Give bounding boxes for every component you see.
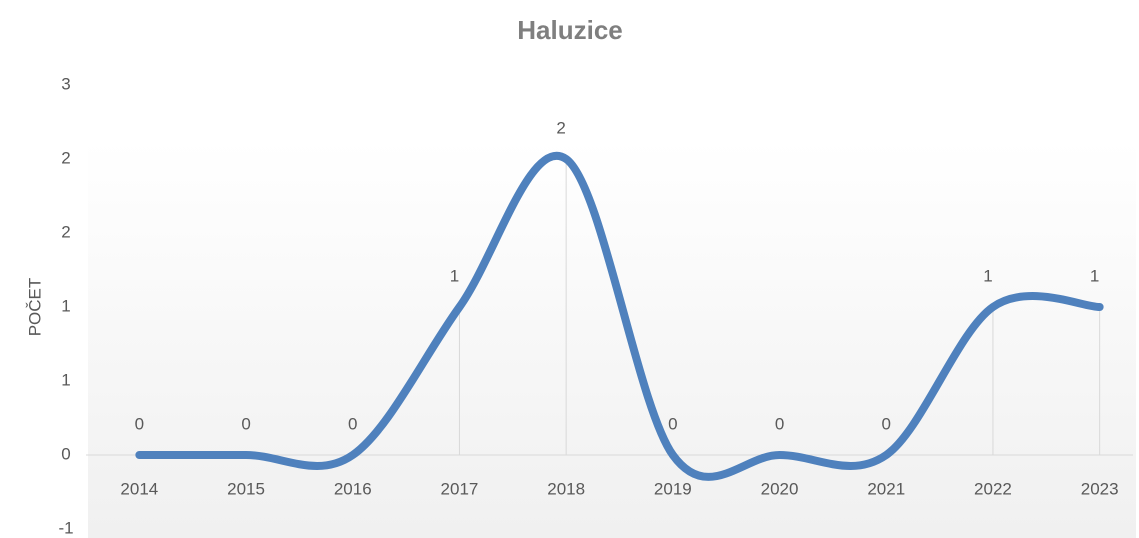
y-tick-label: 0 bbox=[61, 444, 70, 463]
x-tick-label: 2017 bbox=[441, 479, 479, 498]
y-axis-title: POČET bbox=[25, 278, 44, 337]
y-tick-label: 1 bbox=[61, 370, 70, 389]
y-tick-label: -1 bbox=[58, 518, 73, 537]
y-tick-label: 2 bbox=[61, 222, 70, 241]
x-tick-label: 2018 bbox=[547, 479, 585, 498]
plot-background bbox=[88, 140, 1136, 538]
data-label: 0 bbox=[775, 414, 784, 433]
data-label: 1 bbox=[450, 266, 459, 285]
x-tick-label: 2016 bbox=[334, 479, 372, 498]
x-tick-label: 2022 bbox=[974, 479, 1012, 498]
series-line bbox=[135, 152, 1104, 481]
chart-title: Haluzice bbox=[517, 15, 623, 45]
y-tick-label: 3 bbox=[61, 74, 70, 93]
x-tick-label: 2014 bbox=[120, 479, 158, 498]
x-tick-label: 2015 bbox=[227, 479, 265, 498]
data-label: 1 bbox=[983, 266, 992, 285]
x-tick-label: 2023 bbox=[1081, 479, 1119, 498]
data-label: 1 bbox=[1090, 266, 1099, 285]
data-label: 0 bbox=[348, 414, 357, 433]
data-label: 0 bbox=[882, 414, 891, 433]
y-tick-label: 1 bbox=[61, 296, 70, 315]
data-label: 0 bbox=[241, 414, 250, 433]
x-tick-label: 2020 bbox=[761, 479, 799, 498]
data-label: 2 bbox=[556, 118, 565, 137]
y-tick-label: 2 bbox=[61, 148, 70, 167]
data-label: 0 bbox=[668, 414, 677, 433]
x-tick-label: 2021 bbox=[867, 479, 905, 498]
data-label: 0 bbox=[135, 414, 144, 433]
x-tick-label: 2019 bbox=[654, 479, 692, 498]
